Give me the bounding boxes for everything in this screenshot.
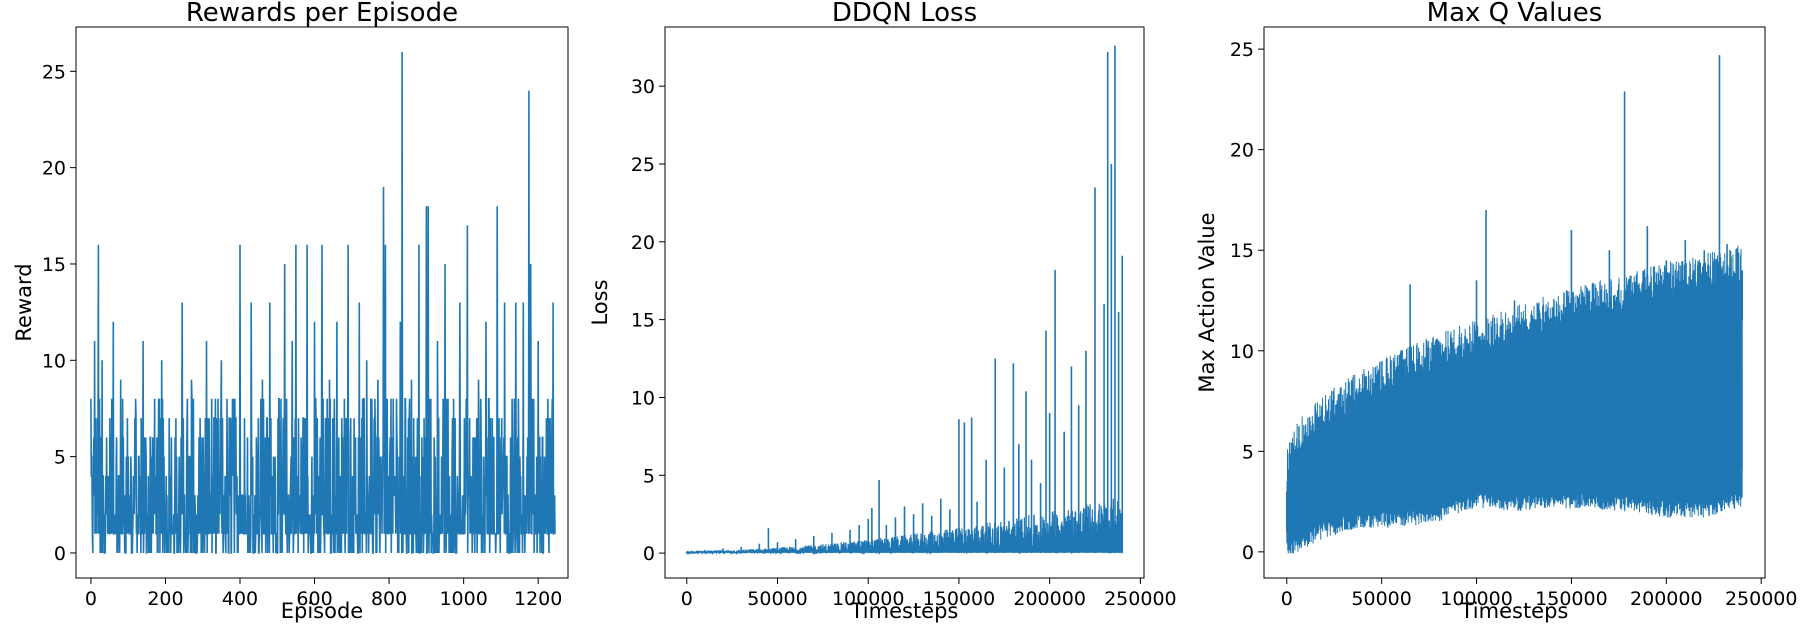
y-ticks-loss: 0 5 10 15 20 25 30 [631, 76, 665, 565]
x-tick-label: 200 [147, 588, 183, 610]
x-ticks-loss: 0 50000 100000 150000 200000 250000 [681, 578, 1177, 610]
y-tick-label: 20 [42, 158, 66, 180]
y-ticks-maxq: 0 5 10 15 20 25 [1230, 39, 1264, 564]
x-tick-label: 150000 [1535, 588, 1608, 610]
x-tick-label: 200000 [1630, 588, 1703, 610]
axes-frame-rewards [75, 26, 569, 579]
x-tick-label: 1200 [514, 588, 562, 610]
y-axis-label-rewards: Reward [12, 263, 36, 341]
x-tick-label: 150000 [923, 588, 996, 610]
chart-rewards: 0 200 400 600 800 1000 1200 0 5 10 15 20 25 Rewards p… [12, 0, 569, 623]
y-axis-label-maxq: Max Action Value [1195, 212, 1219, 392]
axes-frame-loss [664, 26, 1145, 579]
series-maxq-spikes [1285, 55, 1744, 532]
axes-frame-maxq [1263, 26, 1766, 579]
y-tick-label: 25 [631, 154, 655, 176]
x-tick-label: 250000 [1104, 588, 1177, 610]
x-tick-label: 400 [222, 588, 258, 610]
y-tick-label: 25 [1230, 39, 1254, 61]
x-tick-label: 50000 [1351, 588, 1411, 610]
y-tick-label: 15 [631, 310, 655, 332]
y-tick-label: 20 [631, 232, 655, 254]
chart-title-loss: DDQN Loss [832, 0, 977, 28]
x-tick-label: 200000 [1013, 588, 1086, 610]
y-tick-label: 5 [54, 447, 66, 469]
x-tick-label: 50000 [747, 588, 807, 610]
y-tick-label: 0 [643, 543, 655, 565]
x-tick-label: 1000 [439, 588, 487, 610]
series-rewards-line [90, 51, 556, 554]
x-tick-label: 0 [681, 588, 693, 610]
y-ticks-rewards: 0 5 10 15 20 25 [42, 61, 76, 565]
x-tick-label: 800 [371, 588, 407, 610]
y-tick-label: 0 [1242, 542, 1254, 564]
y-tick-label: 20 [1230, 140, 1254, 162]
x-axis-label-maxq: Timesteps [1460, 599, 1569, 623]
chart-loss: 0 50000 100000 150000 200000 250000 0 5 10 15 20 25… [588, 0, 1177, 623]
chart-title-rewards: Rewards per Episode [186, 0, 458, 28]
y-tick-label: 10 [631, 387, 655, 409]
x-ticks-maxq: 0 50000 100000 150000 200000 250000 [1281, 578, 1798, 610]
y-tick-label: 5 [643, 465, 655, 487]
series-maxq-noise [1286, 245, 1743, 554]
y-tick-label: 10 [1230, 341, 1254, 363]
x-tick-label: 250000 [1725, 588, 1798, 610]
chart-maxq: 0 50000 100000 150000 200000 250000 0 5 10 15 20 25… [1195, 0, 1797, 623]
y-tick-label: 25 [42, 61, 66, 83]
x-tick-label: 100000 [832, 588, 905, 610]
y-tick-label: 10 [42, 350, 66, 372]
y-tick-label: 0 [54, 543, 66, 565]
x-ticks-rewards: 0 200 400 600 800 1000 1200 [85, 578, 562, 610]
series-loss-spikes [685, 45, 1124, 554]
x-tick-label: 0 [85, 588, 97, 610]
y-axis-label-loss: Loss [588, 279, 612, 325]
x-axis-label-rewards: Episode [281, 599, 363, 623]
y-tick-label: 15 [1230, 240, 1254, 262]
x-tick-label: 100000 [1440, 588, 1513, 610]
y-tick-label: 15 [42, 254, 66, 276]
y-tick-label: 30 [631, 76, 655, 98]
x-axis-label-loss: Timesteps [850, 599, 959, 623]
x-tick-label: 600 [296, 588, 332, 610]
y-tick-label: 5 [1242, 441, 1254, 463]
x-tick-label: 0 [1281, 588, 1293, 610]
chart-title-maxq: Max Q Values [1427, 0, 1603, 28]
